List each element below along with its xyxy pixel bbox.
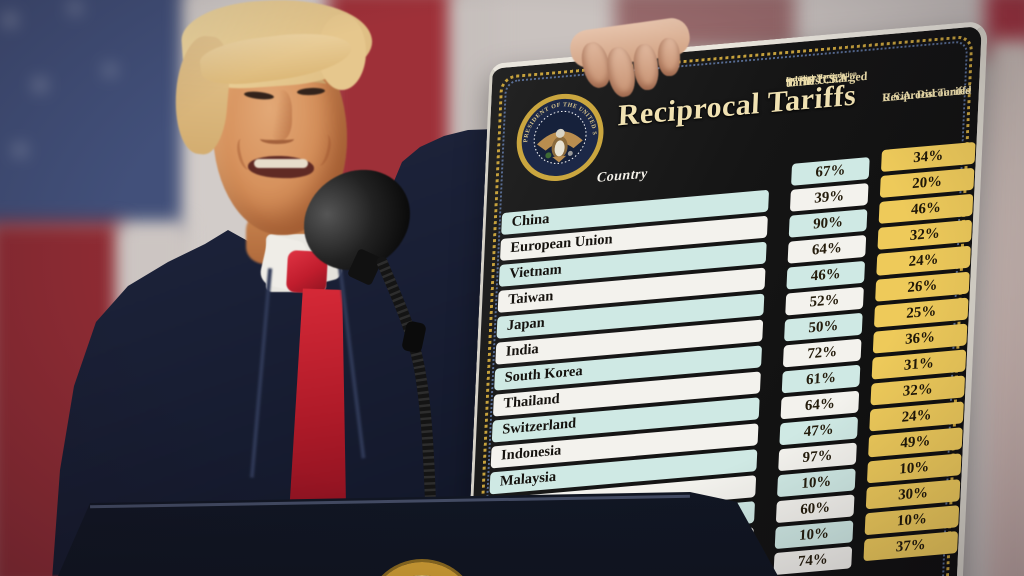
finger — [657, 37, 681, 77]
tariff-board: PRESIDENT OF THE UNITED STATES Reciproca… — [461, 20, 988, 576]
country-label: China — [511, 210, 550, 231]
teeth — [254, 159, 308, 168]
country-label: Taiwan — [507, 288, 554, 308]
flag-stripe — [988, 40, 1024, 576]
nose-tip — [260, 134, 294, 144]
nose — [268, 90, 292, 140]
country-label: Malaysia — [499, 468, 557, 490]
country-label: Japan — [506, 314, 546, 334]
country-label: India — [505, 341, 540, 360]
country-label: Vietnam — [508, 261, 563, 283]
presidential-seal-icon: PRESIDENT OF THE UNITED STATES — [513, 89, 607, 187]
country-label: Thailand — [503, 390, 561, 412]
flag-canton-stars — [0, 0, 190, 230]
